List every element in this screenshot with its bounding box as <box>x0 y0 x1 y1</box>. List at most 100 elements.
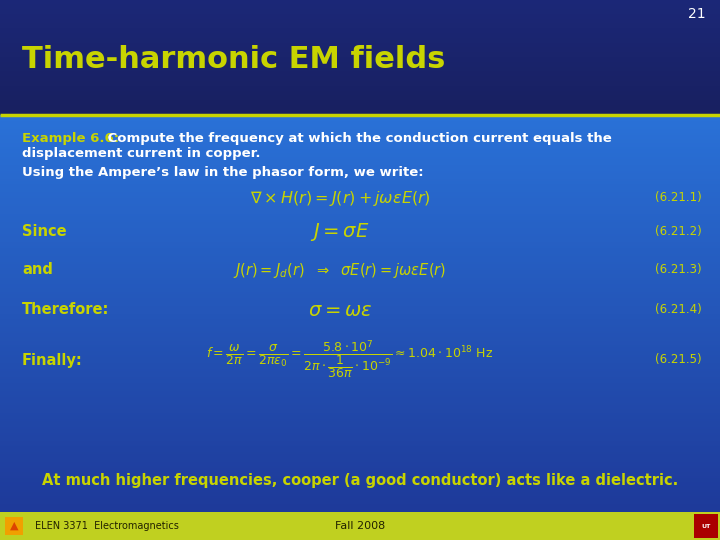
Bar <box>0 99 720 101</box>
Bar <box>0 305 720 308</box>
Bar <box>0 123 720 125</box>
Bar <box>0 291 720 294</box>
Bar <box>0 94 720 96</box>
Bar <box>0 164 720 167</box>
Bar <box>0 12 720 14</box>
Bar <box>0 84 720 86</box>
Bar <box>0 2 720 3</box>
Bar <box>0 230 720 232</box>
Bar <box>0 432 720 435</box>
Bar <box>0 112 720 114</box>
Bar <box>0 416 720 419</box>
Bar <box>0 261 720 264</box>
Bar <box>0 331 720 333</box>
Bar <box>0 178 720 180</box>
Bar <box>0 474 720 476</box>
Bar <box>0 170 720 173</box>
Bar <box>0 414 720 417</box>
Bar <box>0 317 720 320</box>
Bar <box>0 154 720 157</box>
Bar <box>0 17 720 18</box>
Bar <box>0 244 720 246</box>
Bar <box>0 87 720 89</box>
Text: Compute the frequency at which the conduction current equals the: Compute the frequency at which the condu… <box>103 132 612 145</box>
Bar <box>0 269 720 272</box>
Bar <box>0 25 720 27</box>
Bar <box>0 194 720 197</box>
Bar <box>0 488 720 490</box>
Bar <box>0 5 720 7</box>
Bar <box>0 132 720 135</box>
Bar <box>0 93 720 95</box>
Bar <box>0 16 720 17</box>
Bar <box>0 44 720 45</box>
Bar <box>0 228 720 230</box>
Bar <box>0 319 720 321</box>
Bar <box>0 36 720 37</box>
Bar <box>0 24 720 25</box>
Text: UT: UT <box>701 523 711 529</box>
Bar <box>0 140 720 143</box>
Bar <box>0 51 720 52</box>
Text: $\sigma = \omega\varepsilon$: $\sigma = \omega\varepsilon$ <box>307 300 372 320</box>
Bar <box>0 381 720 383</box>
Bar <box>0 218 720 220</box>
Bar <box>0 258 720 260</box>
Bar <box>0 420 720 423</box>
Bar <box>0 172 720 174</box>
Bar <box>0 129 720 131</box>
Bar <box>0 345 720 347</box>
Bar <box>0 321 720 323</box>
Bar <box>0 43 720 44</box>
Bar <box>0 44 720 46</box>
Bar <box>0 156 720 159</box>
Bar <box>0 72 720 74</box>
Bar <box>0 329 720 332</box>
Bar <box>0 281 720 284</box>
Bar <box>0 104 720 105</box>
Text: ▲: ▲ <box>10 521 18 531</box>
Bar <box>0 444 720 447</box>
Bar <box>0 350 720 353</box>
Bar <box>0 77 720 78</box>
Bar <box>0 464 720 467</box>
Bar <box>0 111 720 113</box>
Bar <box>0 168 720 171</box>
Bar <box>0 46 720 48</box>
Bar <box>0 387 720 389</box>
Bar <box>0 64 720 65</box>
Bar <box>0 68 720 69</box>
Bar <box>0 29 720 30</box>
Bar <box>0 86 720 88</box>
Text: (6.21.1): (6.21.1) <box>655 192 702 205</box>
Bar <box>0 246 720 248</box>
Bar <box>0 136 720 139</box>
Bar <box>0 400 720 403</box>
Bar <box>0 418 720 421</box>
Bar <box>0 102 720 103</box>
Bar <box>0 75 720 76</box>
Bar <box>0 57 720 59</box>
Bar <box>0 247 720 250</box>
Bar <box>0 52 720 54</box>
Bar <box>0 235 720 238</box>
Text: At much higher frequencies, cooper (a good conductor) acts like a dielectric.: At much higher frequencies, cooper (a go… <box>42 472 678 488</box>
Bar <box>0 97 720 98</box>
Bar <box>0 111 720 112</box>
Bar <box>0 394 720 397</box>
Bar <box>0 186 720 188</box>
Bar <box>0 118 720 121</box>
Bar <box>0 73 720 75</box>
Bar <box>0 49 720 50</box>
Bar <box>0 424 720 427</box>
Bar <box>0 353 720 355</box>
Bar <box>694 514 718 538</box>
Text: Using the Ampere’s law in the phasor form, we write:: Using the Ampere’s law in the phasor for… <box>22 166 423 179</box>
Bar <box>0 92 720 94</box>
Bar <box>0 42 720 43</box>
Bar <box>0 438 720 441</box>
Bar <box>0 428 720 430</box>
Bar <box>0 38 720 40</box>
Bar <box>0 271 720 274</box>
Bar <box>0 275 720 278</box>
